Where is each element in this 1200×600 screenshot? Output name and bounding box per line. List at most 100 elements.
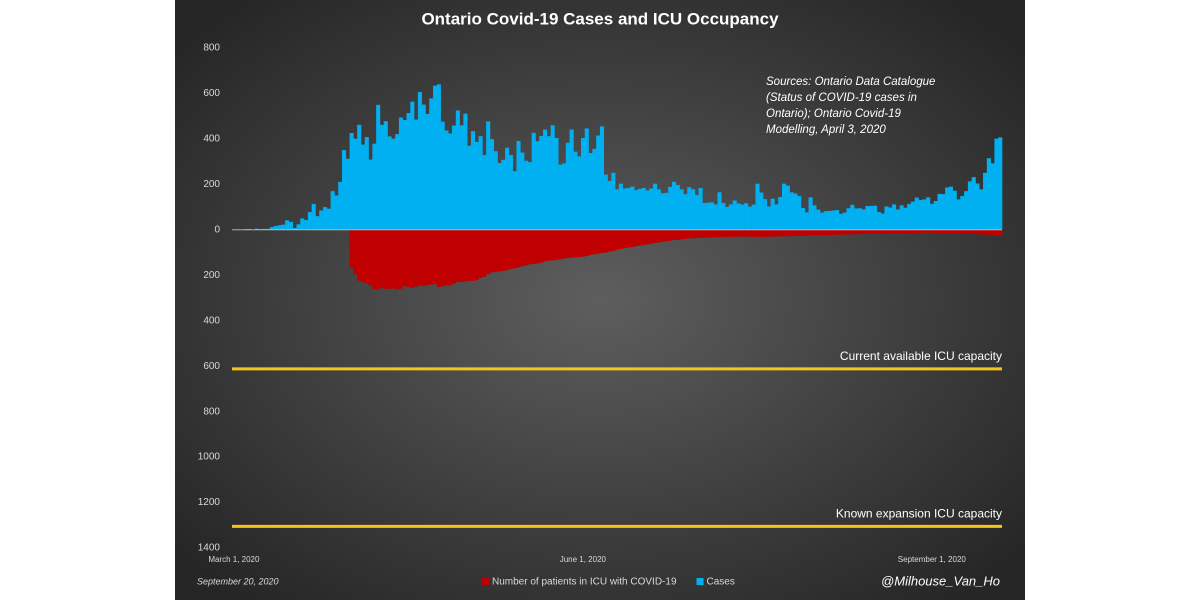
bar (964, 229, 969, 234)
bar (907, 229, 912, 233)
bar (391, 138, 396, 230)
bar (660, 229, 665, 242)
bar (668, 186, 673, 230)
bar (478, 229, 483, 278)
bar (725, 229, 730, 237)
bar (948, 229, 953, 234)
bar (903, 207, 908, 230)
bar (304, 220, 309, 230)
bar (425, 229, 430, 286)
bar (421, 104, 426, 230)
bar (277, 225, 282, 230)
bar (918, 229, 923, 233)
bar (474, 141, 479, 230)
bar (842, 229, 847, 235)
bar (569, 129, 574, 230)
bar (436, 229, 441, 288)
bar (417, 92, 422, 230)
bar (770, 229, 775, 237)
bar (603, 174, 608, 230)
bar (884, 229, 889, 234)
bar (800, 208, 806, 230)
bar (736, 229, 741, 237)
bar (562, 229, 567, 259)
bar (740, 204, 745, 230)
bar (975, 229, 980, 235)
bar (524, 160, 529, 230)
bar (918, 200, 923, 230)
bar (364, 137, 369, 230)
bar (990, 229, 995, 236)
bar (804, 212, 809, 230)
bar (512, 229, 517, 269)
bar (467, 229, 472, 281)
bar (770, 198, 775, 230)
bar (360, 144, 366, 230)
bar (402, 229, 407, 286)
bar (683, 229, 688, 239)
bar (637, 229, 642, 246)
bar (941, 229, 946, 234)
bar (550, 229, 555, 261)
bar (497, 163, 502, 230)
annotation: Modelling, April 3, 2020 (766, 124, 886, 136)
bar (835, 210, 840, 230)
bar (717, 229, 722, 238)
bar (558, 229, 563, 260)
bar (850, 204, 855, 230)
bar (698, 188, 703, 230)
bar (865, 229, 870, 234)
bar (702, 229, 707, 238)
bar (501, 159, 506, 230)
bar (546, 229, 551, 261)
bar (793, 229, 798, 236)
bar (630, 229, 635, 248)
bar (664, 229, 669, 242)
bar (649, 229, 654, 244)
bar (986, 229, 991, 235)
bar (888, 229, 893, 234)
bar (933, 200, 938, 230)
bar (349, 229, 354, 268)
bar (983, 229, 988, 235)
bar (580, 229, 586, 257)
bar (550, 125, 555, 230)
bar (433, 229, 438, 284)
bar (398, 117, 403, 230)
bar (804, 229, 809, 236)
bar (527, 229, 532, 265)
bar (421, 229, 426, 286)
bar (554, 229, 559, 261)
bar (406, 113, 411, 230)
bar (850, 229, 855, 235)
bar (546, 136, 551, 230)
panel (175, 0, 1025, 600)
bar (979, 189, 984, 230)
bar (607, 180, 612, 230)
bar (516, 229, 521, 268)
bar (292, 228, 297, 230)
bar (755, 229, 760, 237)
bar (774, 204, 779, 230)
bar (360, 229, 366, 283)
bar (895, 229, 900, 234)
bar (429, 98, 434, 230)
bar (880, 229, 885, 234)
bar (679, 229, 684, 240)
bar (960, 229, 965, 234)
bar (827, 229, 832, 236)
y-tick-label: 1200 (198, 497, 221, 508)
bar (486, 121, 491, 230)
bar (979, 229, 984, 235)
bar (838, 229, 843, 235)
bar (323, 207, 328, 230)
y-tick-label: 1400 (198, 543, 221, 554)
bar (782, 229, 787, 237)
bar (455, 229, 460, 282)
bar (247, 228, 252, 230)
bar (565, 142, 570, 230)
bar (641, 188, 646, 230)
bar (876, 212, 881, 230)
bar (698, 229, 703, 238)
bar (433, 85, 438, 230)
